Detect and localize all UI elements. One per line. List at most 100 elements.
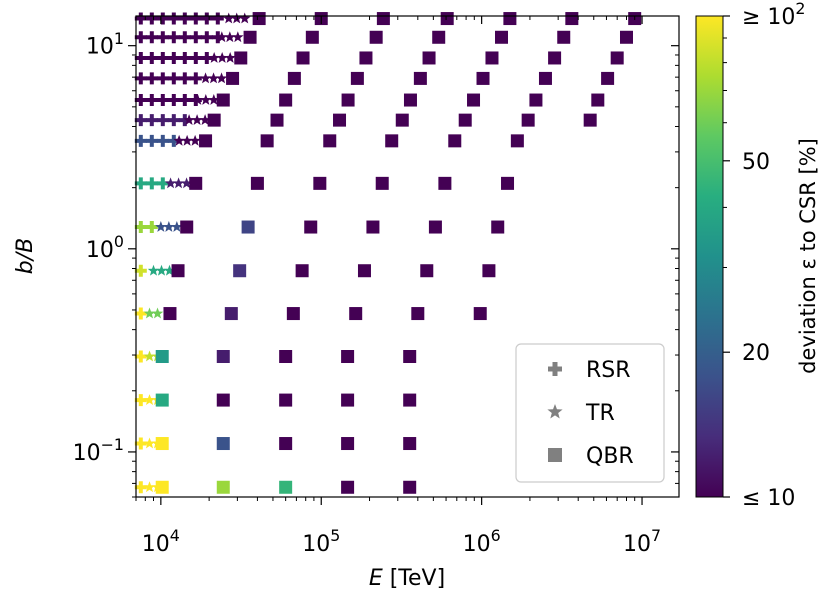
legend-label: TR: [585, 401, 615, 426]
qbr-point: [485, 51, 499, 65]
rsr-point: [145, 31, 158, 44]
qbr-point: [313, 176, 327, 190]
qbr-point: [295, 264, 309, 278]
qbr-point: [304, 220, 318, 234]
tr-point: [199, 114, 211, 125]
tr-point: [143, 437, 156, 449]
tr-point: [192, 94, 204, 105]
tr-point: [224, 51, 236, 63]
legend-marker-rsr: [548, 362, 562, 376]
tr-point: [143, 350, 156, 362]
legend-label: RSR: [586, 358, 631, 383]
rsr-point: [200, 31, 213, 44]
rsr-point: [167, 31, 180, 44]
qbr-point: [428, 220, 442, 234]
rsr-point: [167, 134, 180, 147]
colorbar-ticks: ≤ 10 20 50 ≥ 102: [723, 0, 806, 511]
qbr-point: [234, 51, 248, 65]
qbr-point: [375, 176, 389, 190]
tick-label: 106: [463, 526, 501, 557]
qbr-point: [467, 93, 481, 107]
qbr-point: [619, 30, 633, 44]
rsr-point: [145, 221, 158, 234]
qbr-point: [155, 350, 169, 364]
rsr-point: [156, 72, 169, 85]
rsr-point: [134, 307, 147, 320]
qbr-point: [538, 71, 552, 85]
qbr-point: [155, 393, 169, 407]
tick-label: ≤ 10: [742, 486, 795, 511]
qbr-point: [241, 220, 255, 234]
rsr-point: [156, 177, 169, 190]
tr-point: [223, 12, 235, 24]
rsr-point: [134, 12, 147, 25]
tr-point: [208, 51, 220, 63]
rsr-point: [134, 481, 147, 494]
rsr-point: [134, 51, 147, 64]
qbr-point: [224, 307, 238, 321]
tr-point: [163, 264, 176, 276]
qbr-point: [413, 71, 427, 85]
colorbar-gradient: [695, 15, 724, 498]
tr-point: [171, 221, 183, 232]
legend-label: QBR: [586, 444, 634, 469]
qbr-point: [341, 350, 355, 364]
tr-point: [143, 307, 156, 319]
rsr-point: [189, 72, 202, 85]
qbr-point: [411, 307, 425, 321]
tick-label: 50: [742, 150, 770, 175]
rsr-point: [134, 437, 147, 450]
qbr-point: [458, 113, 472, 127]
qbr-point: [601, 71, 615, 85]
tr-point: [183, 114, 195, 125]
tr-point: [208, 94, 220, 105]
tr-point: [216, 31, 228, 43]
qbr-point: [501, 176, 515, 190]
tr-point: [155, 221, 167, 232]
tr-point: [172, 177, 185, 189]
qbr-point: [349, 307, 363, 321]
rsr-point: [134, 394, 147, 407]
tr-point: [151, 307, 164, 319]
legend-box: [515, 343, 665, 483]
qbr-point: [440, 12, 454, 26]
tr-point: [163, 221, 175, 232]
tr-point: [181, 134, 193, 146]
tr-point: [180, 177, 193, 189]
qbr-point: [250, 176, 264, 190]
qbr-point: [155, 480, 169, 494]
rsr-point: [211, 31, 224, 44]
qbr-point: [583, 113, 597, 127]
qbr-point: [216, 393, 230, 407]
tr-point: [224, 31, 236, 43]
y-axis: 10−1 100 101: [73, 29, 679, 498]
rsr-point: [178, 12, 191, 25]
rsr-point: [134, 264, 147, 277]
qbr-point: [610, 51, 624, 65]
rsr-point: [156, 12, 169, 25]
tr-point: [164, 177, 177, 189]
qbr-point: [216, 350, 230, 364]
tick-label: 105: [302, 526, 340, 557]
qbr-point: [385, 134, 399, 148]
tick-label: 101: [86, 29, 124, 60]
qbr-point: [565, 12, 579, 26]
qbr-point: [376, 12, 390, 26]
qbr-point: [279, 393, 293, 407]
tick-label: 100: [86, 232, 124, 263]
rsr-point: [156, 114, 169, 127]
qbr-point: [189, 176, 203, 190]
qbr-point: [171, 264, 185, 278]
tr-point: [216, 51, 228, 63]
qbr-point: [448, 134, 462, 148]
tick-label: 20: [742, 341, 770, 366]
rsr-point: [178, 94, 191, 107]
tick-label: 104: [142, 526, 180, 557]
qbr-point: [403, 93, 417, 107]
qbr-point: [216, 480, 230, 494]
qbr-point: [476, 71, 490, 85]
qbr-point: [279, 480, 293, 494]
rsr-point: [178, 31, 191, 44]
qbr-point: [521, 113, 535, 127]
tr-point: [191, 114, 203, 125]
